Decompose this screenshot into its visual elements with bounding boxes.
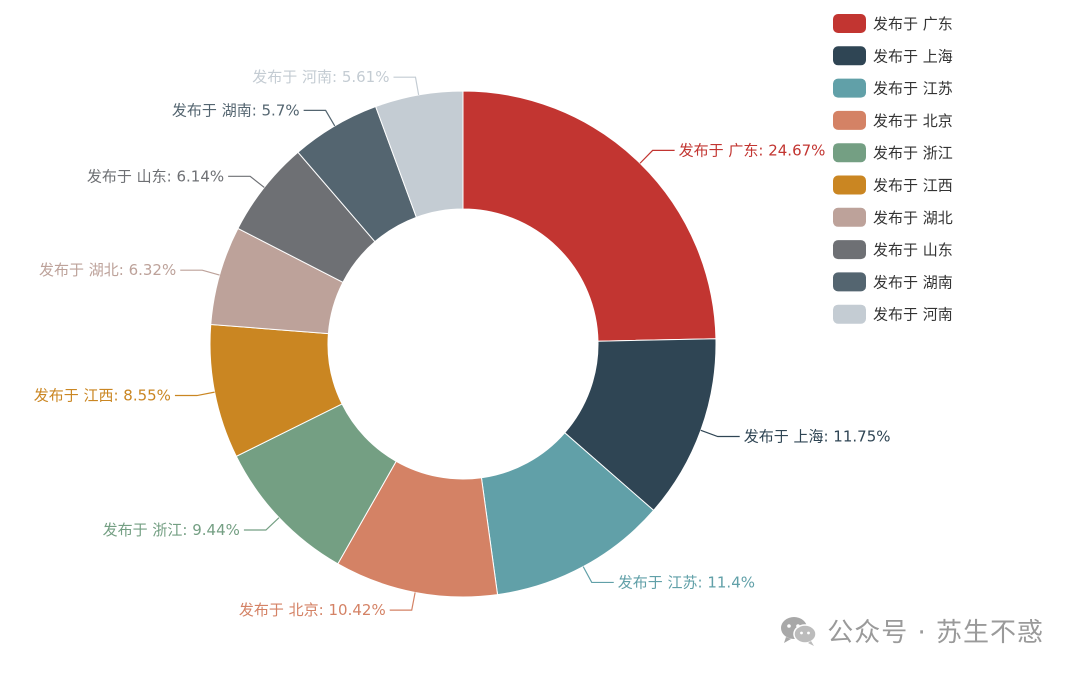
labels-group: 发布于 广东: 24.67% 发布于 上海: 11.75% 发布于 江苏: 11.4…: [34, 68, 891, 619]
legend-swatch: [833, 14, 866, 33]
label-leader-line: [389, 592, 416, 611]
watermark: 公众号 · 苏生不惑: [779, 612, 1044, 649]
legend-swatch: [833, 78, 866, 98]
legend-label: 发布于 河南: [873, 306, 953, 324]
slice-label: 发布于 湖南: 5.7%: [172, 101, 300, 119]
pie-slice[interactable]: [375, 90, 464, 218]
legend-swatch: [833, 143, 866, 163]
legend-swatch: [833, 240, 866, 260]
legend-swatch: [833, 304, 866, 324]
legend-item[interactable]: 发布于 广东: [833, 14, 953, 33]
legend-item[interactable]: 发布于 河南: [833, 304, 953, 324]
legend-label: 发布于 上海: [873, 47, 953, 65]
legend-label: 发布于 广东: [873, 15, 953, 33]
slice-label: 发布于 广东: 24.67%: [679, 141, 826, 159]
slice-label: 发布于 上海: 11.75%: [744, 428, 891, 446]
slice-label: 发布于 湖北: 6.32%: [39, 261, 176, 279]
legend-item[interactable]: 发布于 山东: [833, 240, 953, 260]
label-leader-line: [639, 149, 675, 164]
legend-swatch: [833, 46, 866, 66]
label-leader-line: [582, 566, 614, 584]
legend-label: 发布于 江西: [873, 177, 953, 195]
slice-label: 发布于 山东: 6.14%: [87, 167, 224, 185]
label-leader-line: [700, 429, 740, 438]
label-leader-line: [243, 517, 280, 531]
slices-group: [209, 90, 717, 598]
label-leader-line: [393, 76, 420, 96]
label-leader-line: [228, 175, 265, 188]
slice-label: 发布于 浙江: 9.44%: [103, 521, 240, 539]
legend-swatch: [833, 110, 866, 130]
legend-item[interactable]: 发布于 江苏: [833, 78, 953, 98]
legend-item[interactable]: 发布于 浙江: [833, 143, 953, 163]
slice-label: 发布于 江西: 8.55%: [34, 387, 171, 405]
wechat-icon: [781, 616, 817, 646]
slice-label: 发布于 河南: 5.61%: [252, 68, 389, 86]
legend-label: 发布于 浙江: [873, 144, 953, 162]
label-leader-line: [303, 109, 336, 127]
legend-item[interactable]: 发布于 北京: [833, 110, 953, 130]
legend-item[interactable]: 发布于 江西: [833, 175, 953, 195]
watermark-text: 公众号 · 苏生不惑: [827, 618, 1044, 648]
legend-label: 发布于 北京: [873, 112, 953, 130]
slice-label: 发布于 北京: 10.42%: [239, 601, 386, 619]
legend-item[interactable]: 发布于 上海: [833, 46, 953, 66]
legend-label: 发布于 江苏: [873, 80, 953, 98]
legend-swatch: [833, 207, 866, 227]
legend-swatch: [833, 272, 866, 292]
pie-slice[interactable]: [462, 90, 717, 342]
legend-label: 发布于 湖北: [873, 209, 953, 227]
label-leader-line: [180, 269, 220, 276]
legend-item[interactable]: 发布于 湖北: [833, 207, 953, 227]
legend-label: 发布于 山东: [873, 241, 953, 259]
label-leader-line: [174, 391, 215, 397]
slice-label: 发布于 江苏: 11.4%: [618, 573, 755, 591]
legend-item[interactable]: 发布于 湖南: [833, 272, 953, 292]
legend-label: 发布于 湖南: [873, 273, 953, 291]
legend-swatch: [833, 175, 866, 195]
